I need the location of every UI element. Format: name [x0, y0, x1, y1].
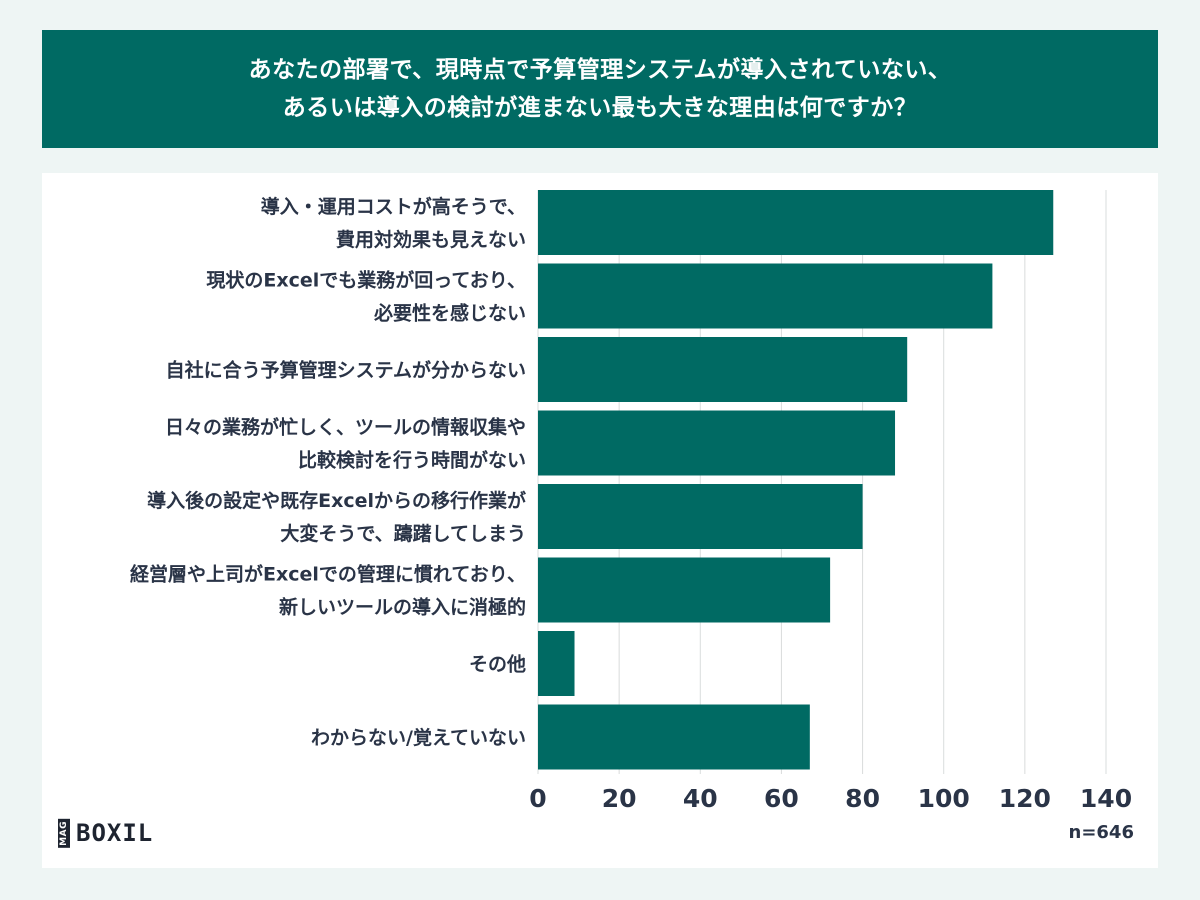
x-tick-label-6: 120 [999, 784, 1051, 813]
x-tick-label-0: 0 [529, 784, 546, 813]
bar-chart: 導入・運用コストが高そうで、費用対効果も見えない現状のExcelでも業務が回って… [130, 190, 1134, 843]
category-label-5: 経営層や上司がExcelでの管理に慣れており、新しいツールの導入に消極的 [130, 563, 526, 619]
brand-name: BOXIL [76, 819, 154, 847]
chart-title-line-1: あなたの部署で、現時点で予算管理システムが導入されていない、 [248, 57, 952, 83]
bar-5 [538, 557, 831, 623]
x-tick-label-2: 40 [683, 784, 718, 813]
category-label-1: 現状のExcelでも業務が回っており、必要性を感じない [206, 269, 526, 325]
category-label-4: 導入後の設定や既存Excelからの移行作業が大変そうで、躊躇してしまう [147, 489, 526, 545]
bar-4 [538, 484, 863, 549]
x-tick-label-1: 20 [602, 784, 637, 813]
category-label-2: 自社に合う予算管理システムが分からない [166, 359, 526, 382]
category-label-0: 導入・運用コストが高そうで、費用対効果も見えない [261, 195, 526, 251]
bar-3 [538, 410, 896, 476]
bar-6 [538, 631, 575, 696]
sample-size-note: n=646 [1069, 822, 1134, 843]
x-tick-label-5: 100 [918, 784, 970, 813]
x-tick-label-3: 60 [764, 784, 799, 813]
x-tick-label-7: 140 [1080, 784, 1132, 813]
bar-1 [538, 263, 993, 329]
chart-title: あなたの部署で、現時点で予算管理システムが導入されていない、 あるいは導入の検討… [42, 30, 1158, 148]
chart-panel: 導入・運用コストが高そうで、費用対効果も見えない現状のExcelでも業務が回って… [42, 173, 1158, 868]
x-tick-label-4: 80 [845, 784, 880, 813]
bar-0 [538, 190, 1054, 255]
category-label-3: 日々の業務が忙しく、ツールの情報収集や比較検討を行う時間がない [165, 416, 526, 472]
category-label-6: その他 [469, 653, 526, 676]
category-label-7: わからない/覚えていない [311, 726, 526, 749]
brand-mag-label: MAG [58, 818, 70, 848]
bar-7 [538, 704, 810, 770]
bar-2 [538, 337, 908, 402]
chart-title-line-2: あるいは導入の検討が進まない最も大きな理由は何ですか？ [282, 95, 918, 121]
brand-logo: MAG BOXIL [58, 818, 153, 848]
